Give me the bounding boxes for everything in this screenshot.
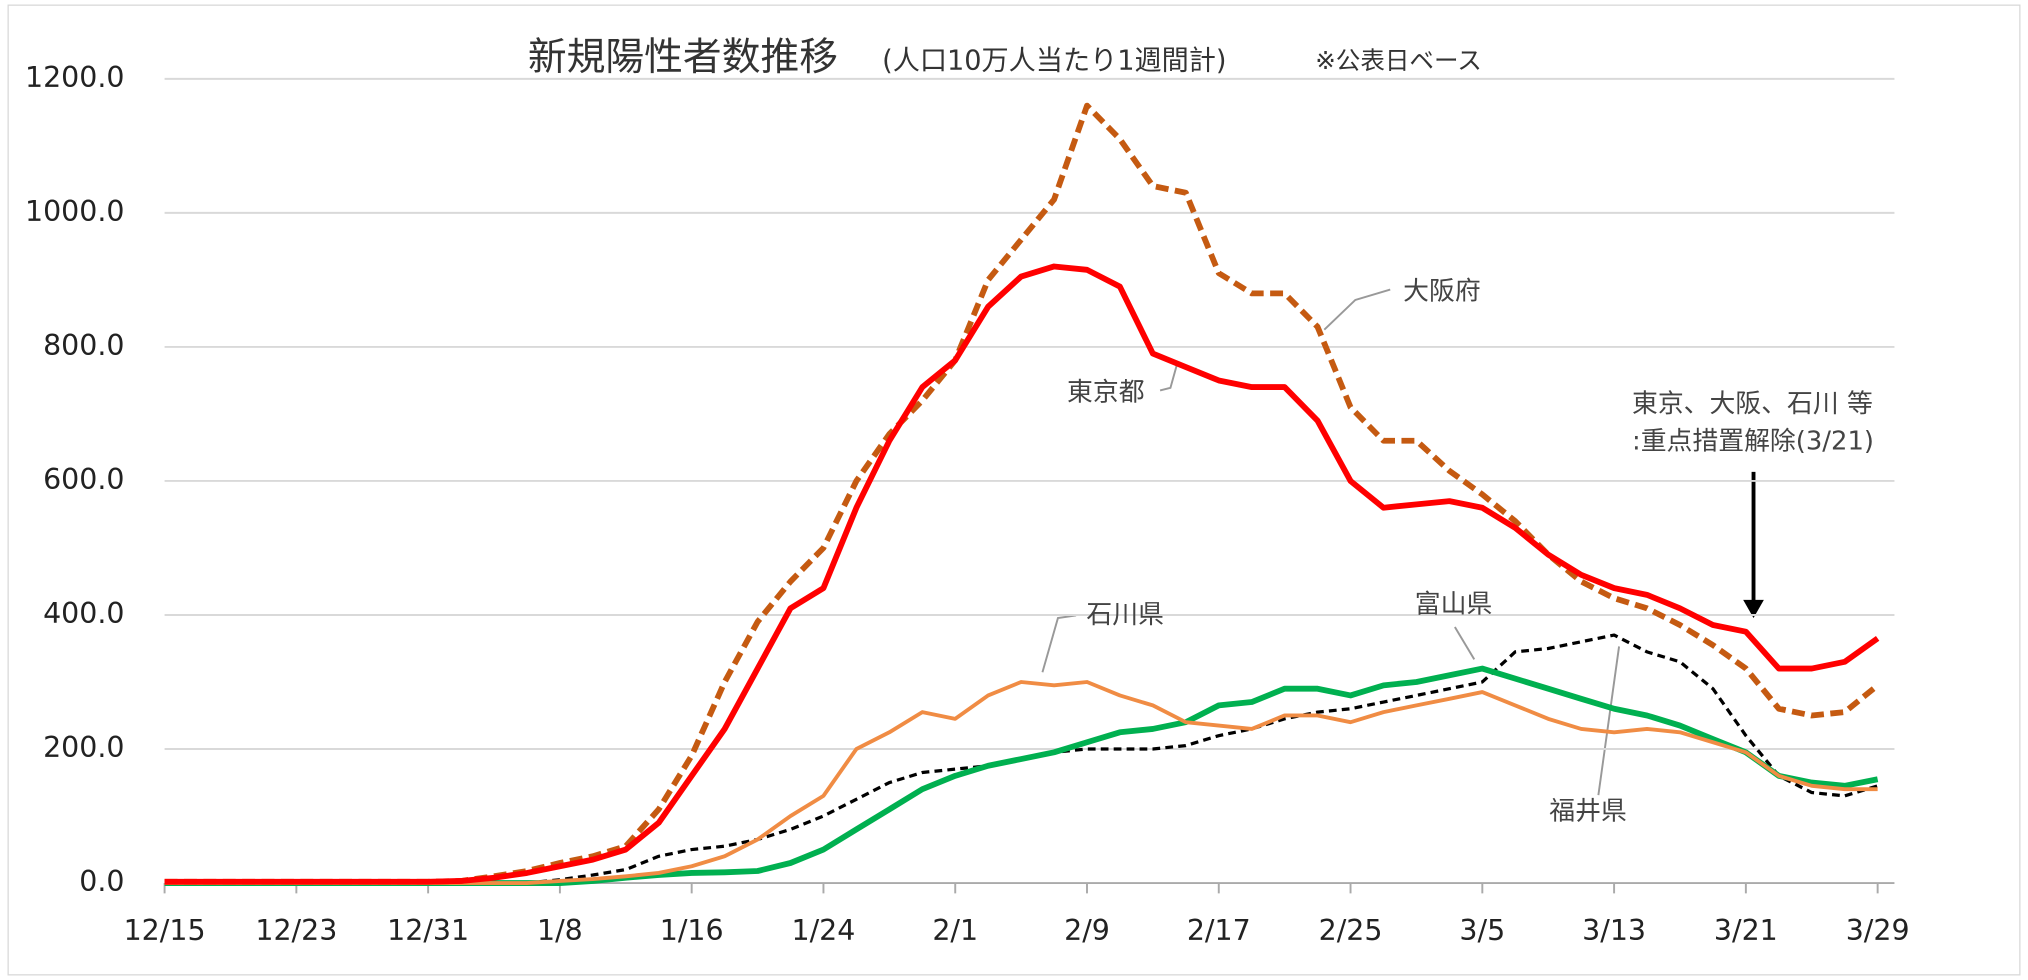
series-label: 福井県 [1549, 796, 1627, 826]
x-tick-label: 3/29 [1846, 914, 1910, 947]
x-tick-label: 12/15 [124, 914, 206, 947]
annotation: :重点措置解除(3/21) [1632, 427, 1874, 457]
leader-line [1041, 614, 1077, 673]
x-tick-label: 2/1 [932, 914, 978, 947]
x-tick-label: 1/16 [660, 914, 724, 947]
leader-line [1454, 626, 1476, 660]
series-line [164, 665, 1879, 886]
y-tick-label: 600.0 [43, 463, 124, 496]
arrow-head [1743, 599, 1764, 618]
x-tick-label: 2/25 [1319, 914, 1383, 947]
leader-line [1323, 288, 1391, 331]
x-tick-label: 3/5 [1459, 914, 1505, 947]
leader-line [1159, 364, 1178, 392]
series-label: 東京都 [1067, 378, 1145, 408]
series-label: 石川県 [1086, 600, 1164, 630]
x-tick-label: 1/24 [792, 914, 856, 947]
x-tick-label: 2/9 [1064, 914, 1110, 947]
x-tick-label: 3/21 [1714, 914, 1778, 947]
y-tick-label: 0.0 [79, 865, 124, 898]
x-tick-label: 12/31 [387, 914, 469, 947]
y-tick-label: 400.0 [43, 597, 124, 630]
chart-note: ※公表日ベース [1315, 46, 1482, 75]
x-tick-label: 1/8 [537, 914, 583, 947]
y-tick-label: 800.0 [43, 329, 124, 362]
series-line [164, 263, 1880, 885]
y-tick-label: 1200.0 [25, 61, 125, 94]
annotation: 東京、大阪、石川 等 [1632, 389, 1873, 419]
leader-line [1597, 646, 1621, 796]
y-tick-label: 1000.0 [25, 195, 125, 228]
frame [7, 4, 2021, 976]
series-line [164, 102, 1880, 885]
y-tick-label: 200.0 [43, 731, 124, 764]
series-label: 富山県 [1415, 590, 1493, 620]
series-label: 大阪府 [1403, 277, 1481, 307]
x-tick-label: 3/13 [1582, 914, 1646, 947]
chart-title: 新規陽性者数推移 [528, 35, 838, 80]
x-tick-label: 12/23 [255, 914, 337, 947]
x-tick-label: 2/17 [1187, 914, 1251, 947]
chart-subtitle: (人口10万人当たり1週間計) [882, 46, 1226, 77]
